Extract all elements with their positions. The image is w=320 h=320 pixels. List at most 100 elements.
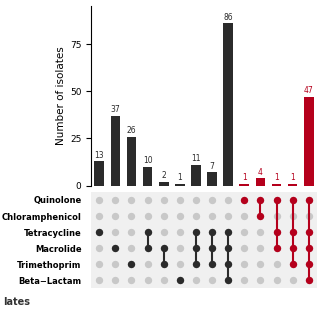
- Bar: [175, 184, 185, 186]
- Point: [258, 261, 263, 267]
- Point: [274, 197, 279, 203]
- Point: [193, 229, 198, 235]
- Point: [226, 197, 231, 203]
- Point: [129, 213, 134, 219]
- Point: [177, 197, 182, 203]
- Point: [290, 245, 295, 251]
- Point: [242, 213, 247, 219]
- Point: [193, 277, 198, 283]
- Bar: [207, 172, 217, 186]
- Point: [145, 213, 150, 219]
- Bar: [256, 178, 265, 186]
- Text: 1: 1: [242, 173, 247, 182]
- Point: [210, 261, 215, 267]
- Point: [113, 245, 118, 251]
- Point: [306, 277, 311, 283]
- Point: [258, 197, 263, 203]
- Text: lates: lates: [3, 297, 30, 307]
- Point: [258, 229, 263, 235]
- Point: [129, 277, 134, 283]
- Point: [97, 197, 102, 203]
- Point: [290, 197, 295, 203]
- Bar: [272, 184, 281, 186]
- Bar: [288, 184, 298, 186]
- Bar: [127, 137, 136, 186]
- Point: [290, 229, 295, 235]
- Point: [210, 277, 215, 283]
- Point: [306, 245, 311, 251]
- Point: [177, 229, 182, 235]
- Bar: [110, 116, 120, 186]
- Point: [258, 197, 263, 203]
- Point: [226, 245, 231, 251]
- Point: [306, 245, 311, 251]
- Text: 10: 10: [143, 156, 152, 165]
- Point: [210, 245, 215, 251]
- Point: [193, 229, 198, 235]
- Point: [177, 213, 182, 219]
- Bar: [304, 97, 314, 186]
- Point: [210, 213, 215, 219]
- Point: [258, 277, 263, 283]
- Point: [113, 213, 118, 219]
- Point: [145, 261, 150, 267]
- Point: [306, 229, 311, 235]
- Point: [177, 277, 182, 283]
- Point: [258, 213, 263, 219]
- Text: 1: 1: [178, 173, 182, 182]
- Text: 26: 26: [127, 126, 136, 135]
- Point: [242, 277, 247, 283]
- Point: [226, 261, 231, 267]
- Point: [290, 245, 295, 251]
- Text: 47: 47: [304, 86, 314, 95]
- Point: [145, 229, 150, 235]
- Point: [113, 245, 118, 251]
- Point: [161, 245, 166, 251]
- Point: [290, 261, 295, 267]
- Point: [97, 261, 102, 267]
- Point: [113, 277, 118, 283]
- Point: [226, 229, 231, 235]
- Point: [290, 261, 295, 267]
- Point: [226, 213, 231, 219]
- Point: [242, 197, 247, 203]
- Point: [161, 229, 166, 235]
- Point: [242, 229, 247, 235]
- Y-axis label: Number of isolates: Number of isolates: [56, 47, 66, 145]
- Point: [210, 245, 215, 251]
- Point: [210, 229, 215, 235]
- Point: [129, 197, 134, 203]
- Point: [306, 197, 311, 203]
- Point: [129, 229, 134, 235]
- Point: [161, 261, 166, 267]
- Point: [177, 261, 182, 267]
- Point: [97, 229, 102, 235]
- Text: 37: 37: [110, 105, 120, 114]
- Point: [193, 245, 198, 251]
- Text: 1: 1: [290, 173, 295, 182]
- Point: [193, 261, 198, 267]
- Point: [97, 277, 102, 283]
- Text: 86: 86: [223, 13, 233, 22]
- Point: [226, 277, 231, 283]
- Point: [226, 261, 231, 267]
- Text: 7: 7: [210, 162, 214, 171]
- Point: [306, 261, 311, 267]
- Point: [258, 213, 263, 219]
- Point: [290, 197, 295, 203]
- Point: [258, 245, 263, 251]
- Bar: [159, 182, 169, 186]
- Point: [97, 229, 102, 235]
- Point: [242, 197, 247, 203]
- Point: [193, 213, 198, 219]
- Text: 1: 1: [274, 173, 279, 182]
- Point: [97, 213, 102, 219]
- Point: [193, 261, 198, 267]
- Point: [242, 261, 247, 267]
- Point: [210, 261, 215, 267]
- Point: [210, 229, 215, 235]
- Point: [161, 277, 166, 283]
- Bar: [191, 165, 201, 186]
- Point: [129, 245, 134, 251]
- Text: 13: 13: [94, 151, 104, 160]
